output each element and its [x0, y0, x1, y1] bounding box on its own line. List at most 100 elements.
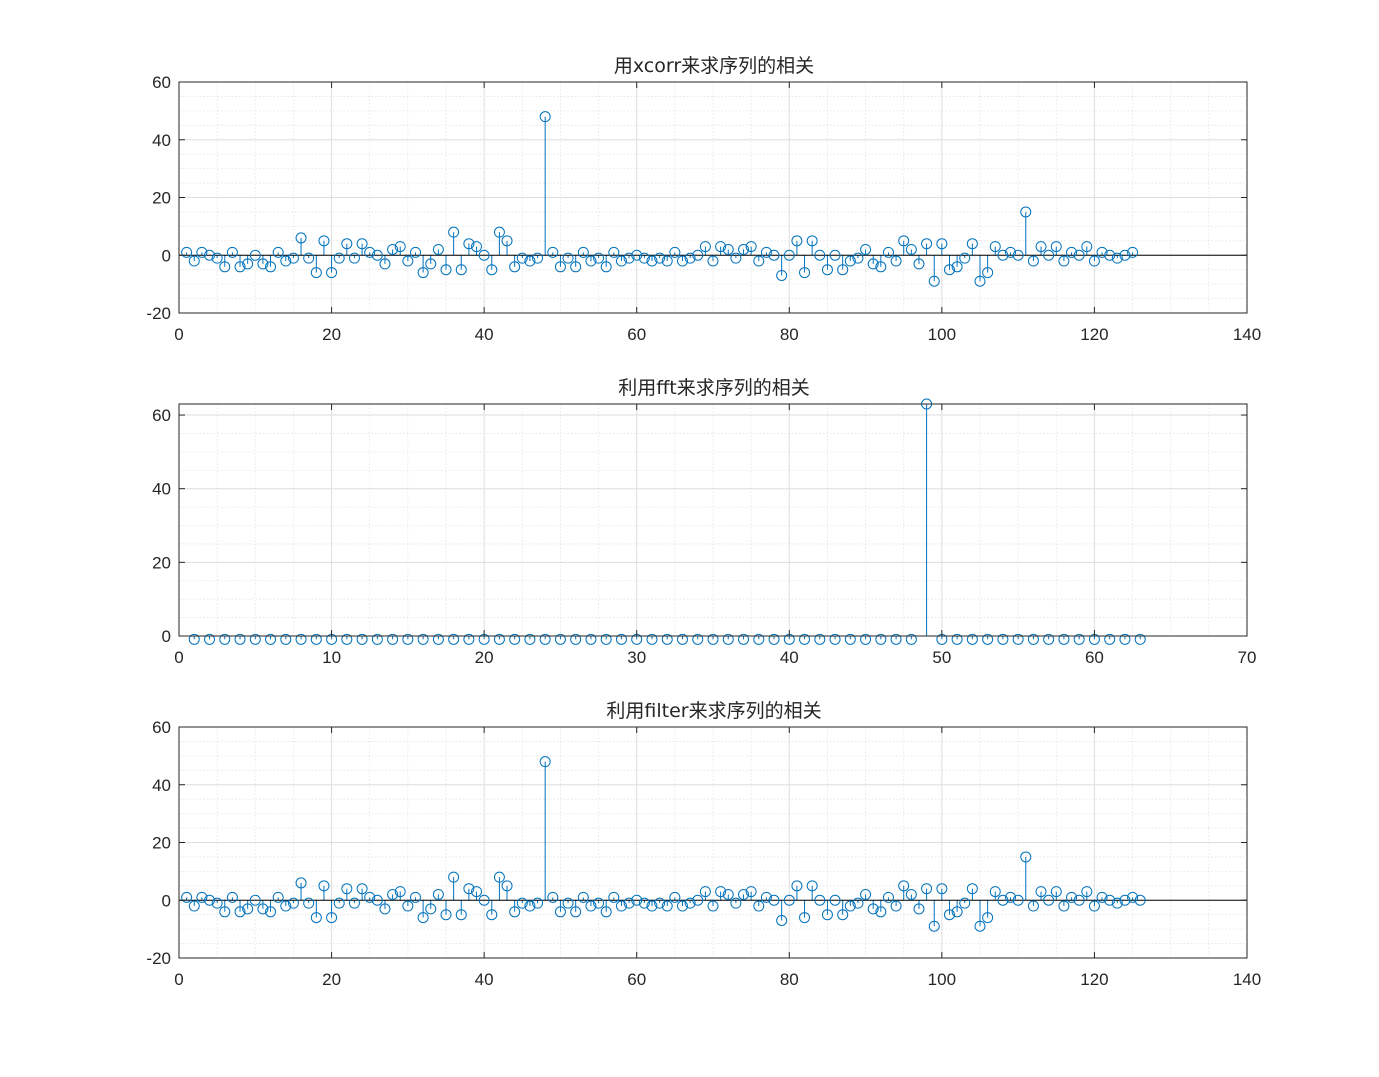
filter-stem-marker [890, 900, 902, 912]
filter-x-tick-label: 120 [1080, 970, 1108, 989]
filter-stem-marker [570, 906, 582, 918]
xcorr-stem-marker [867, 258, 879, 270]
xcorr-stem-marker [707, 255, 719, 267]
filter-stem-marker [196, 891, 208, 903]
filter-stem-marker [921, 883, 933, 895]
fft-ticks: 0 10 20 30 40 50 60 70 0 20 40 60 [152, 404, 1256, 667]
xcorr-stem-marker [188, 255, 200, 267]
xcorr-stem-marker [448, 226, 460, 238]
fft-stem-marker [890, 633, 902, 645]
filter-stem-marker [875, 906, 887, 918]
xcorr-stem-marker [1073, 249, 1085, 261]
filter-y-tick-label: 60 [152, 718, 171, 737]
xcorr-stem-marker [966, 238, 978, 250]
xcorr-stem-marker [852, 252, 864, 264]
fft-x-tick-label: 10 [322, 648, 341, 667]
fft-stem-marker [234, 633, 246, 645]
filter-stem-marker [882, 891, 894, 903]
xcorr-stem-marker [1127, 246, 1139, 258]
xcorr-stem-marker [1058, 255, 1070, 267]
xcorr-y-tick-label: 20 [152, 189, 171, 208]
filter-x-tick-label: 60 [627, 970, 646, 989]
fft-y-tick-label: 40 [152, 480, 171, 499]
xcorr-stem-marker [951, 261, 963, 273]
xcorr-stem-marker [1119, 249, 1131, 261]
filter-stem-marker [486, 909, 498, 921]
filter-stem-marker [928, 920, 940, 932]
xcorr-axes: 0 20 40 60 80 100 120 140-200204060用xcorr来求序列的相… [146, 55, 1261, 344]
filter-stem-marker [669, 891, 681, 903]
filter-stem-marker [844, 900, 856, 912]
fft-stem-marker [860, 633, 872, 645]
xcorr-stem-marker [295, 232, 307, 244]
xcorr-stem-marker [905, 243, 917, 255]
xcorr-stem-marker [509, 261, 521, 273]
xcorr-stem-marker [554, 261, 566, 273]
xcorr-stem-marker [844, 255, 856, 267]
filter-stem-marker [898, 880, 910, 892]
filter-stem-marker [409, 891, 421, 903]
xcorr-stem-marker [814, 249, 826, 261]
fft-y-tick-label: 60 [152, 406, 171, 425]
xcorr-stem-series [179, 111, 1247, 287]
fft-stem-marker [768, 633, 780, 645]
fft-stem-marker [814, 633, 826, 645]
filter-stem-marker [760, 891, 772, 903]
filter-axes: 0 20 40 60 80 100 120 140-200204060利用filter来求序列… [146, 700, 1261, 989]
xcorr-stem-marker [425, 258, 437, 270]
filter-stem-marker [684, 897, 696, 909]
fft-y-tick-label: 0 [162, 627, 171, 646]
xcorr-x-tick-label: 120 [1080, 325, 1108, 344]
filter-stem-marker [1020, 851, 1032, 863]
xcorr-stem-marker [326, 267, 338, 279]
xcorr-stem-marker [715, 241, 727, 253]
xcorr-stem-marker [745, 241, 757, 253]
filter-stem-marker [974, 920, 986, 932]
xcorr-x-tick-label: 0 [174, 325, 183, 344]
xcorr-stem-marker [432, 243, 444, 255]
xcorr-stem-marker [478, 249, 490, 261]
filter-stem-marker [509, 906, 521, 918]
filter-stem-marker [989, 886, 1001, 898]
fft-stem-marker [844, 633, 856, 645]
filter-stem-marker [867, 903, 879, 915]
filter-stem-marker [1066, 891, 1078, 903]
filter-stem-marker [364, 891, 376, 903]
fft-stem-marker [493, 633, 505, 645]
filter-stem-marker [554, 906, 566, 918]
xcorr-stem-marker [882, 246, 894, 258]
filter-stem-marker [455, 909, 467, 921]
filter-stem-marker [501, 880, 513, 892]
xcorr-stem-marker [409, 246, 421, 258]
xcorr-stem-marker [936, 238, 948, 250]
filter-stem-marker [318, 880, 330, 892]
xcorr-stem-marker [379, 258, 391, 270]
filter-stem-marker [730, 897, 742, 909]
fft-stem-marker [600, 633, 612, 645]
xcorr-stem-marker [821, 264, 833, 276]
fft-stem-marker [387, 633, 399, 645]
fft-stem-marker [432, 633, 444, 645]
filter-stem-marker [1050, 886, 1062, 898]
xcorr-stem-marker [303, 252, 315, 264]
xcorr-stem-marker [547, 246, 559, 258]
filter-stem-marker [1111, 897, 1123, 909]
filter-stem-marker [379, 903, 391, 915]
filter-stem-marker [188, 900, 200, 912]
filter-stem-marker [654, 897, 666, 909]
xcorr-stem-marker [1043, 249, 1055, 261]
xcorr-stem-marker [272, 246, 284, 258]
filter-y-tick-label: 40 [152, 776, 171, 795]
filter-stem-marker [1081, 886, 1093, 898]
xcorr-stem-marker [1035, 241, 1047, 253]
filter-stem-marker [280, 900, 292, 912]
xcorr-stem-marker [791, 235, 803, 247]
xcorr-stem-marker [196, 246, 208, 258]
fft-stem-marker [707, 633, 719, 645]
filter-stem-marker [806, 880, 818, 892]
xcorr-stem-marker [204, 249, 216, 261]
xcorr-stem-marker [623, 252, 635, 264]
xcorr-y-tick-label: 0 [162, 246, 171, 265]
